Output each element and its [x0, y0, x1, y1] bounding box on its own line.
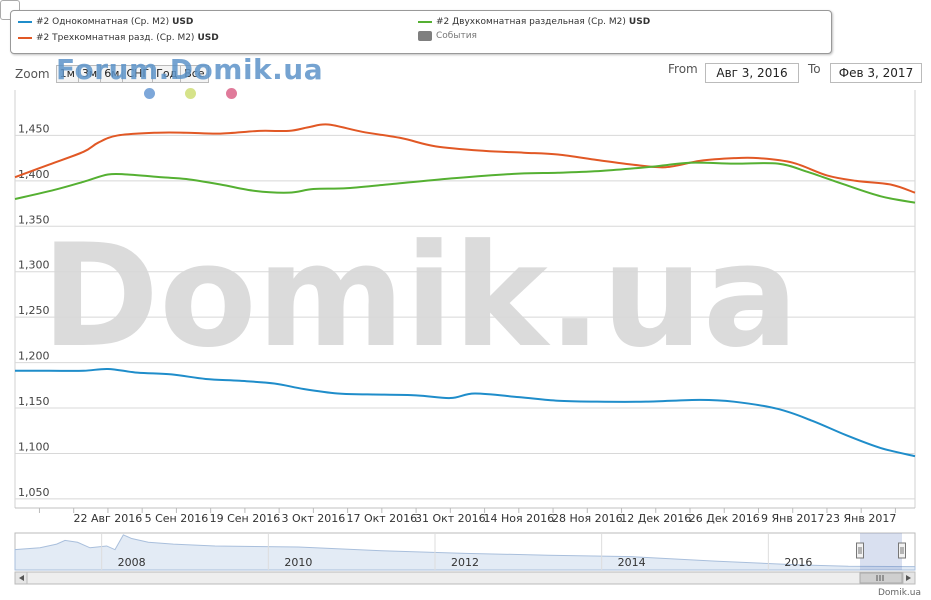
y-tick-label: 1,400 [18, 168, 50, 181]
zoom-button-ytd[interactable]: СНГ [123, 66, 154, 82]
series-line-1 [14, 161, 916, 204]
x-tick-label: 3 Окт 2016 [282, 512, 346, 525]
legend-item-events[interactable]: События [418, 31, 477, 41]
legend-item-one-room[interactable]: #2 Однокомнатная (Ср. М2) USD [18, 17, 193, 27]
x-tick-label: 22 Авг 2016 [74, 512, 143, 525]
event-marker-2[interactable] [185, 88, 196, 99]
x-tick-label: 23 Янв 2017 [826, 512, 896, 525]
navigator-year-label: 2016 [784, 556, 812, 569]
scrollbar-thumb [859, 572, 903, 584]
range-to-input[interactable]: Фев 3, 2017 [830, 63, 922, 83]
event-marker-3[interactable] [226, 88, 237, 99]
x-tick-label: 28 Ноя 2016 [552, 512, 623, 525]
x-tick-label: 14 Ноя 2016 [483, 512, 554, 525]
series-group [14, 123, 916, 458]
y-tick-label: 1,300 [18, 259, 50, 272]
legend-swatch-one-room [18, 21, 32, 23]
zoom-button-year[interactable]: Год [153, 66, 182, 82]
x-tick-label: 12 Дек 2016 [620, 512, 691, 525]
grid [14, 90, 916, 508]
zoom-label: Zoom [15, 67, 50, 81]
forum-watermark: Forum.Domik.ua [56, 53, 324, 86]
y-axis: 1,050 1,100 1,150 1,200 1,250 1,300 1,350 1,400… [18, 122, 50, 498]
y-tick-label: 1,200 [18, 350, 50, 363]
legend-label-two-room: #2 Двухкомнатная раздельная (Ср. М2) [436, 17, 626, 27]
zoom-button-group: 1м 3м 6м СНГ Год Все [55, 65, 209, 83]
navigator-year-label: 2014 [618, 556, 646, 569]
x-tick-label: 17 Окт 2016 [346, 512, 417, 525]
scrollbar-left-button [14, 571, 28, 585]
y-tick-label: 1,450 [18, 122, 50, 135]
navigator-year-label: 2012 [451, 556, 479, 569]
event-marker-1[interactable] [144, 88, 155, 99]
scrollbar-right-button [902, 571, 916, 585]
navigator-year-label: 2010 [284, 556, 312, 569]
legend-swatch-two-room [418, 21, 432, 23]
range-to-label: To [808, 62, 821, 76]
x-tick-label: 31 Окт 2016 [415, 512, 486, 525]
legend-unit-two-room: USD [628, 17, 651, 27]
x-tick-label: 26 Дек 2016 [689, 512, 760, 525]
zoom-selector: Zoom 1м 3м 6м СНГ Год Все [15, 64, 209, 84]
navigator-selected-range [860, 533, 902, 570]
scrollbar-right-arrow-icon [906, 575, 911, 581]
navigator-frame [14, 532, 916, 571]
range-from-label: From [668, 62, 698, 76]
y-tick-label: 1,350 [18, 213, 50, 226]
navigator-handle-left [856, 542, 864, 559]
y-tick-label: 1,250 [18, 304, 50, 317]
domik-watermark: Domik.ua [41, 214, 798, 379]
scrollbar-track [14, 571, 916, 585]
legend-unit-three-room: USD [197, 33, 219, 43]
legend-label-events: События [436, 31, 477, 41]
legend-label-three-room: #2 Трехкомнатная разд. (Ср. М2) [36, 33, 195, 43]
legend: #2 Однокомнатная (Ср. М2) USD #2 Двухком… [10, 10, 832, 54]
scrollbar-left-arrow-icon [19, 575, 24, 581]
legend-item-three-room[interactable]: #2 Трехкомнатная разд. (Ср. М2) USD [18, 33, 219, 43]
y-tick-label: 1,150 [18, 395, 50, 408]
zoom-button-1m[interactable]: 1м [57, 66, 79, 82]
legend-unit-one-room: USD [172, 17, 194, 27]
navigator-handle-right [898, 542, 906, 559]
x-axis: 22 Авг 2016 5 Сен 2016 19 Сен 2016 3 Окт 20… [15, 507, 915, 525]
navigator: 2008 2010 2012 2014 2016 [14, 532, 916, 585]
range-from-input[interactable]: Авг 3, 2016 [705, 63, 799, 83]
legend-swatch-events [418, 31, 432, 41]
legend-label-one-room: #2 Однокомнатная (Ср. М2) [36, 17, 170, 27]
credit[interactable]: Domik.ua [878, 588, 921, 598]
y-tick-label: 1,100 [18, 440, 50, 453]
x-tick-label: 19 Сен 2016 [210, 512, 281, 525]
zoom-button-all[interactable]: Все [184, 67, 205, 80]
legend-item-two-room[interactable]: #2 Двухкомнатная раздельная (Ср. М2) USD [418, 17, 650, 27]
y-tick-label: 1,050 [18, 486, 50, 499]
navigator-area [14, 534, 916, 571]
zoom-button-3m[interactable]: 3м [79, 66, 102, 82]
series-line-2 [15, 367, 916, 458]
x-tick-label: 9 Янв 2017 [761, 512, 824, 525]
x-tick-label: 5 Сен 2016 [145, 512, 209, 525]
navigator-year-label: 2008 [118, 556, 146, 569]
zoom-button-6m[interactable]: 6м [101, 66, 124, 82]
series-line-0 [14, 123, 916, 194]
legend-swatch-three-room [18, 37, 32, 39]
